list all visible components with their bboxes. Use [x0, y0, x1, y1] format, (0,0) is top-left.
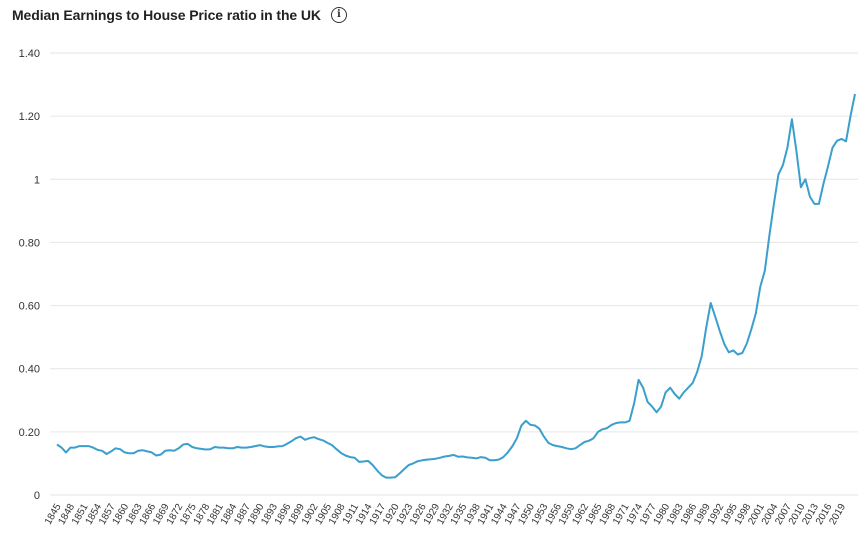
grid-lines [50, 52, 858, 496]
y-tick-label: 0 [34, 490, 40, 502]
y-tick-label: 0.40 [19, 364, 40, 376]
y-tick-label: 0.20 [19, 427, 40, 439]
y-tick-label: 1.40 [19, 48, 40, 60]
y-tick-label: 1.20 [19, 111, 40, 123]
y-tick-label: 1 [34, 174, 40, 186]
info-circle-icon[interactable]: i [330, 7, 347, 23]
series-group [56, 93, 856, 479]
y-axis: 0 0.20 0.40 0.60 0.80 1 1.20 1.40 [19, 48, 40, 502]
chart-header: Median Earnings to House Price ratio in … [12, 4, 347, 26]
series-line[interactable] [56, 93, 856, 479]
chart-title: Median Earnings to House Price ratio in … [12, 7, 321, 23]
y-tick-label: 0.60 [19, 301, 40, 313]
x-axis: 1845184818511854185718601863186618691872… [43, 502, 848, 527]
y-tick-label: 0.80 [19, 237, 40, 249]
